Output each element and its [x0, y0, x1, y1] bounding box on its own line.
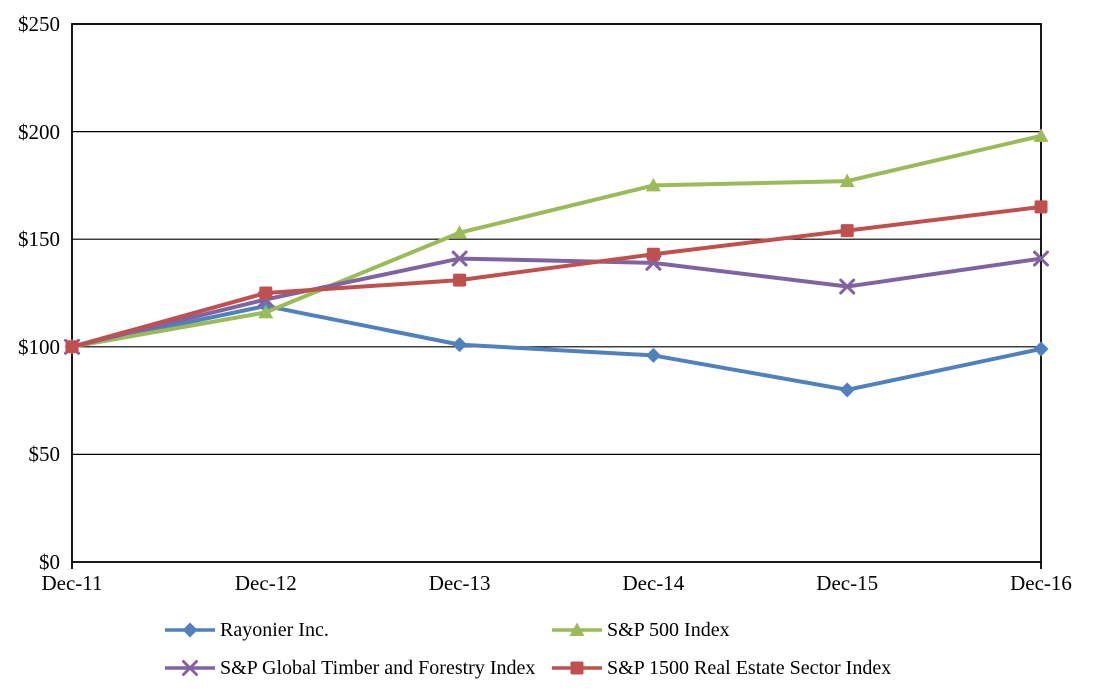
diamond-marker — [839, 382, 855, 398]
x-axis-tick-label: Dec-12 — [234, 571, 297, 595]
x-marker — [182, 660, 198, 676]
square-marker — [65, 340, 79, 354]
x-axis-tick-label: Dec-14 — [622, 571, 685, 595]
x-marker-icon — [165, 660, 215, 676]
diamond-marker — [452, 337, 468, 353]
series-line — [70, 204, 1043, 349]
series-line — [70, 133, 1043, 349]
legend-item-real-estate-index: S&P 1500 Real Estate Sector Index — [550, 655, 891, 681]
legend-item-rayonier: Rayonier Inc. — [163, 617, 329, 643]
y-axis-tick-label: $150 — [18, 227, 60, 252]
legend-item-sp500: S&P 500 Index — [550, 617, 730, 643]
x-axis-tick-label: Dec-16 — [1010, 571, 1072, 595]
chart-legend-row-1: Rayonier Inc. S&P 500 Index — [0, 617, 1095, 643]
triangle-marker — [452, 225, 468, 239]
square-marker — [570, 661, 584, 675]
series-s-p-500-index — [64, 128, 1049, 353]
x-marker — [451, 250, 468, 267]
y-axis-tick-label: $200 — [18, 119, 60, 144]
y-axis-tick-label: $250 — [18, 12, 60, 36]
square-marker-icon — [552, 661, 602, 675]
x-marker — [1033, 250, 1049, 267]
triangle-marker — [645, 177, 661, 192]
triangle-marker — [569, 622, 585, 636]
square-marker — [1034, 200, 1048, 214]
triangle-marker — [839, 173, 855, 188]
legend-label-real-estate-index: S&P 1500 Real Estate Sector Index — [607, 657, 892, 679]
square-marker — [840, 224, 854, 238]
x-axis-tick-label: Dec-15 — [816, 571, 879, 595]
x-marker — [839, 278, 856, 295]
y-axis-tick-label: $100 — [18, 334, 60, 359]
series-line — [70, 256, 1043, 349]
y-axis-tick-label: $0 — [39, 550, 60, 574]
chart-legend-row-2: S&P Global Timber and Forestry Index S&P… — [0, 655, 1095, 681]
series-s-p-1500-real-estate-sector-index — [65, 200, 1048, 354]
plot-border — [71, 23, 1042, 563]
triangle-marker — [1033, 128, 1049, 142]
x-axis-tick-label: Dec-13 — [428, 571, 491, 595]
x-axis-tick-label: Dec-11 — [41, 571, 103, 595]
square-marker — [453, 273, 467, 287]
triangle-marker-icon — [552, 622, 602, 636]
legend-label-rayonier: Rayonier Inc. — [220, 619, 329, 641]
square-marker — [646, 247, 660, 261]
y-axis-tick-label: $50 — [28, 442, 61, 467]
diamond-marker — [182, 622, 198, 638]
square-marker — [259, 286, 273, 300]
diamond-marker — [645, 347, 661, 363]
legend-item-timber-index: S&P Global Timber and Forestry Index — [163, 655, 535, 681]
legend-label-sp500: S&P 500 Index — [607, 619, 730, 641]
diamond-marker-icon — [165, 622, 215, 638]
legend-label-timber-index: S&P Global Timber and Forestry Index — [220, 657, 536, 679]
series-line — [70, 303, 1043, 392]
triangle-marker — [258, 304, 274, 319]
diamond-marker — [1033, 341, 1049, 357]
